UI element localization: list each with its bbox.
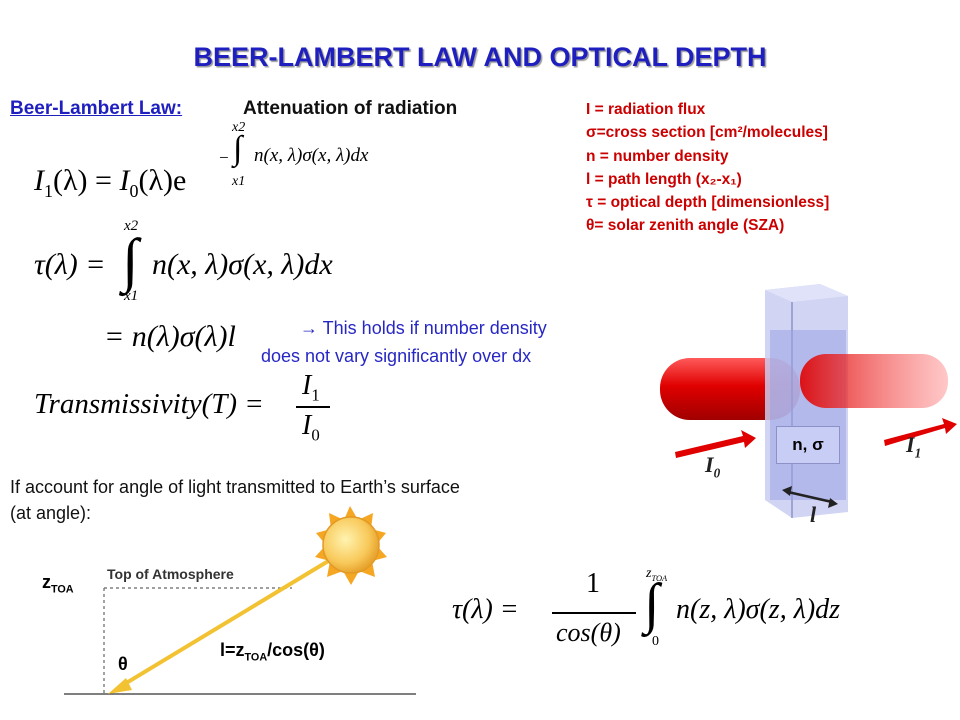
length-arrow-icon bbox=[787, 490, 833, 504]
z-toa-label: zTOA bbox=[42, 572, 74, 596]
assumption-note-line1: → This holds if number density bbox=[300, 318, 547, 338]
equation-optical-depth-lhs: τ(λ) = bbox=[34, 248, 106, 281]
sun-ray bbox=[116, 558, 332, 690]
assumption-note-line2: does not vary significantly over dx bbox=[261, 346, 532, 366]
equation-beer-lambert: I1(λ) = I0(λ)e bbox=[34, 164, 187, 201]
atmosphere-geometry-diagram bbox=[64, 506, 416, 695]
angle-description: If account for angle of light transmitte… bbox=[10, 477, 460, 523]
def-zenith-angle: θ= solar zenith angle (SZA) bbox=[586, 217, 785, 235]
transmitted-beam bbox=[800, 354, 948, 408]
sun-ray-arrowhead-icon bbox=[108, 678, 132, 694]
exponent-upper-limit: x2 bbox=[232, 120, 246, 135]
slant-lower-limit: 0 bbox=[652, 634, 659, 649]
transmissivity-numerator: I1 bbox=[302, 370, 320, 405]
sun-icon bbox=[315, 506, 387, 585]
def-path-length: l = path length (x₂-x₁) bbox=[586, 170, 742, 188]
transmissivity-denominator: I0 bbox=[302, 410, 320, 445]
integral-lower-limit: x1 bbox=[124, 288, 139, 304]
exponent-integral-sign: ∫ bbox=[233, 130, 243, 167]
slant-upper-limit: zTOA bbox=[646, 566, 668, 583]
def-radiation-flux: I = radiation flux bbox=[586, 101, 706, 118]
integral-upper-limit: x2 bbox=[124, 218, 139, 234]
slant-integrand: n(z, λ)σ(z, λ)dz bbox=[676, 594, 841, 625]
exponent-lower-limit: x1 bbox=[232, 174, 246, 189]
cell-contents-label: n, σ bbox=[776, 426, 840, 464]
law-label: Beer-Lambert Law: bbox=[10, 98, 183, 119]
i1-arrow-icon bbox=[884, 418, 957, 446]
slide-title: BEER-LAMBERT LAW AND OPTICAL DEPTH bbox=[193, 42, 767, 72]
equation-transmissivity: Transmissivity(T) = bbox=[34, 388, 264, 420]
cell-top-face bbox=[765, 284, 848, 302]
exponent-sign: − bbox=[218, 148, 230, 167]
top-of-atmosphere-label: Top of Atmosphere bbox=[107, 566, 234, 582]
law-description: Attenuation of radiation bbox=[243, 98, 458, 119]
integral-body: n(x, λ)σ(x, λ)dx bbox=[152, 248, 333, 281]
exponent-integrand: n(x, λ)σ(x, λ)dx bbox=[254, 145, 369, 166]
slant-numerator: 1 bbox=[586, 568, 600, 599]
slant-fraction-bar bbox=[552, 612, 636, 614]
slant-integral-sign: ∫ bbox=[644, 573, 660, 635]
i0-label: I0 bbox=[705, 452, 721, 481]
zenith-angle-label: θ bbox=[118, 654, 128, 674]
i1-label: I1 bbox=[906, 432, 922, 461]
path-length-label: l=zTOA/cos(θ) bbox=[220, 640, 325, 664]
slant-denominator: cos(θ) bbox=[556, 618, 621, 647]
integral-sign: ∫ bbox=[122, 227, 139, 293]
absorption-cell-diagram bbox=[660, 284, 957, 518]
definitions-list: I = radiation flux σ=cross section [cm²/… bbox=[586, 98, 829, 238]
equation-simplified: = n(λ)σ(λ)l bbox=[104, 320, 236, 353]
def-optical-depth: τ = optical depth [dimensionless] bbox=[586, 194, 830, 212]
i0-arrow-icon bbox=[675, 430, 756, 458]
equation-slant-lhs: τ(λ) = bbox=[452, 594, 519, 625]
fraction-bar bbox=[296, 406, 330, 408]
right-arrow-icon: → bbox=[300, 318, 318, 338]
length-label: l bbox=[810, 502, 817, 527]
def-number-density: n = number density bbox=[586, 147, 729, 165]
def-cross-section: σ=cross section [cm²/molecules] bbox=[586, 124, 828, 142]
